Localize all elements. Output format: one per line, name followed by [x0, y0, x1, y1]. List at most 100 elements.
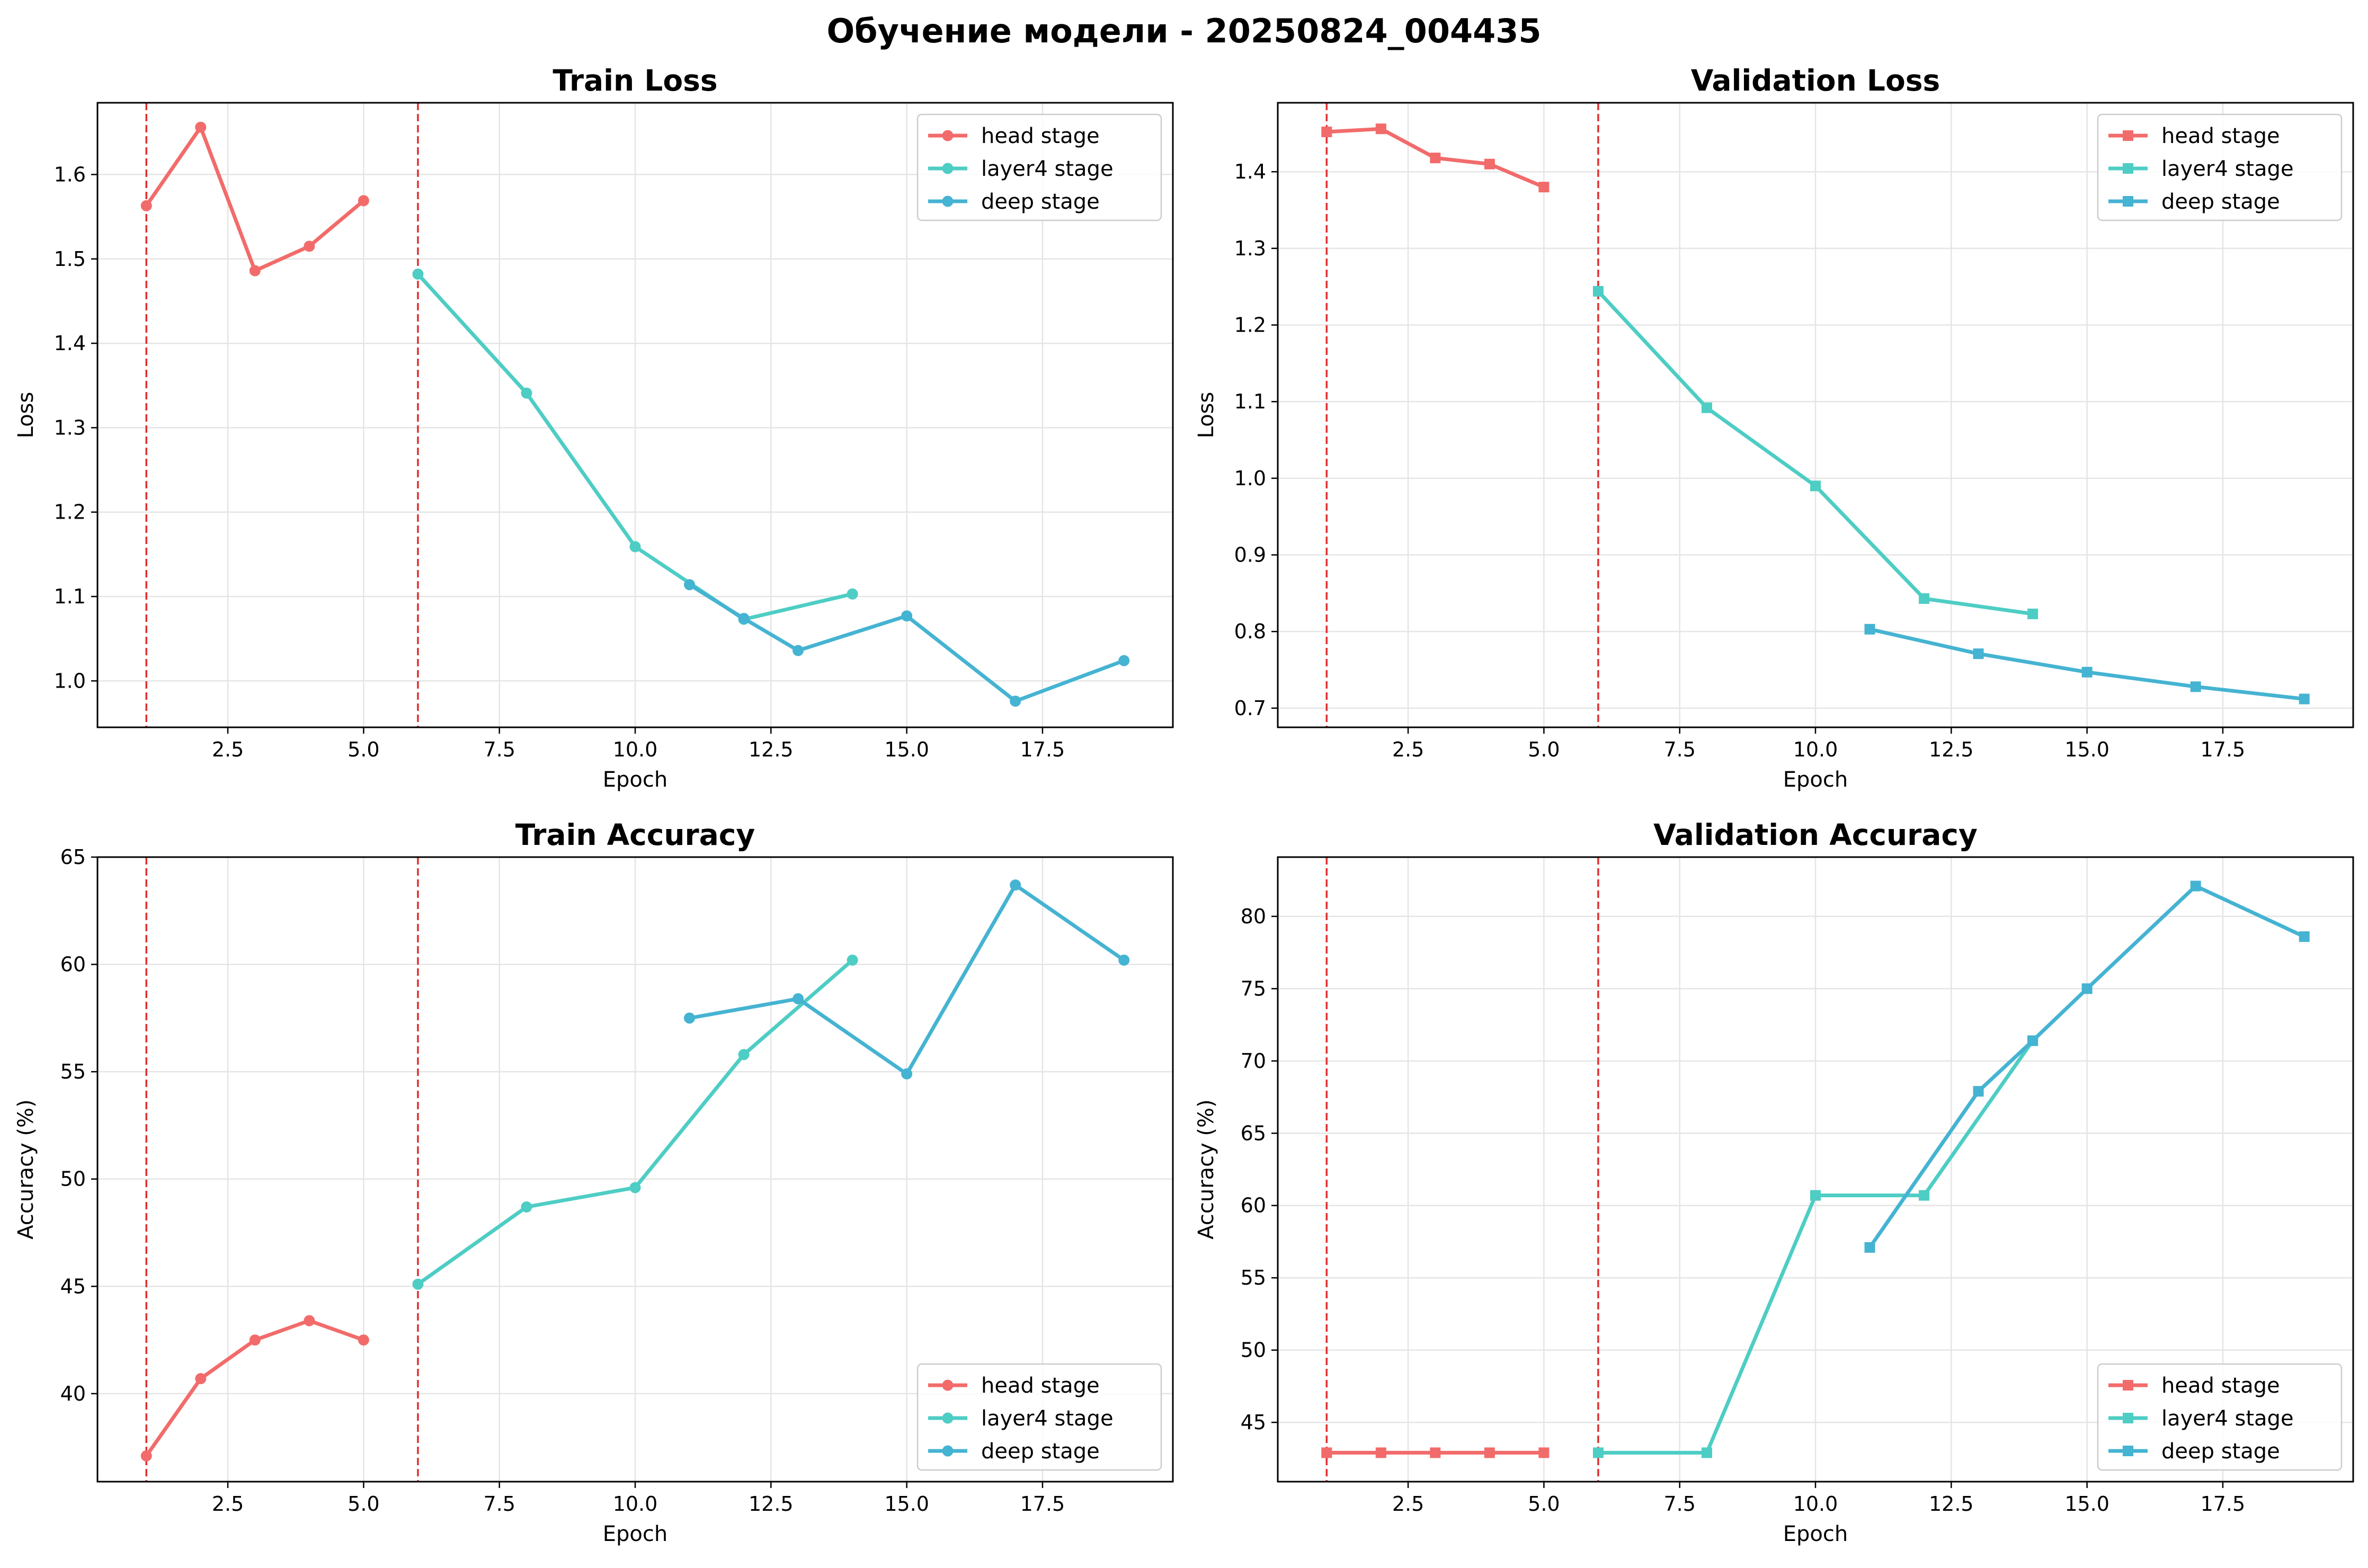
data-point-head-stage — [1375, 123, 1386, 135]
x-tick-label: 15.0 — [884, 738, 929, 761]
plot-title: Train Loss — [553, 64, 717, 97]
data-point-layer4-stage — [629, 1182, 641, 1193]
data-point-deep-stage — [793, 645, 804, 656]
y-tick-label: 0.7 — [1234, 697, 1266, 720]
x-tick-label: 2.5 — [212, 1492, 244, 1516]
series-line-head-stage — [144, 125, 366, 273]
legend-label-deep-stage: deep stage — [2161, 190, 2280, 214]
data-point-layer4-stage — [412, 268, 424, 280]
data-point-head-stage — [1484, 158, 1495, 170]
x-tick-label: 15.0 — [2064, 1492, 2109, 1516]
plot-title: Validation Loss — [1691, 64, 1940, 97]
y-tick-label: 65 — [1241, 1121, 1266, 1145]
data-point-deep-stage — [1010, 696, 1021, 707]
data-point-head-stage — [1375, 1447, 1386, 1458]
legend-marker-head-stage — [2123, 130, 2133, 141]
data-point-deep-stage — [1118, 655, 1130, 666]
x-tick-label: 5.0 — [348, 738, 379, 761]
y-tick-label: 1.4 — [54, 332, 86, 355]
y-tick-label: 60 — [60, 953, 86, 976]
data-point-deep-stage — [1864, 623, 1875, 635]
y-tick-label: 80 — [1241, 905, 1266, 928]
x-axis-label: Epoch — [603, 1522, 667, 1546]
data-point-layer4-stage — [847, 588, 858, 600]
series-line-deep-stage — [688, 583, 1126, 703]
x-tick-label: 7.5 — [483, 1492, 515, 1516]
x-tick-label: 10.0 — [1793, 1492, 1838, 1516]
data-point-head-stage — [358, 195, 369, 207]
y-tick-label: 1.5 — [54, 247, 86, 271]
data-point-layer4-stage — [629, 541, 641, 553]
data-point-head-stage — [195, 1373, 207, 1385]
y-tick-label: 50 — [60, 1168, 86, 1191]
data-point-layer4-stage — [1701, 402, 1712, 413]
x-tick-label: 5.0 — [1528, 738, 1560, 761]
x-tick-label: 15.0 — [884, 1492, 929, 1516]
x-tick-label: 17.5 — [1020, 1492, 1065, 1516]
y-tick-label: 1.2 — [1234, 314, 1266, 337]
data-point-deep-stage — [684, 1012, 696, 1024]
x-tick-label: 5.0 — [348, 1492, 379, 1516]
plot-title: Validation Accuracy — [1653, 818, 1978, 852]
x-tick-label: 10.0 — [613, 738, 658, 761]
y-tick-label: 45 — [60, 1275, 86, 1298]
y-axis-label: Loss — [14, 392, 38, 439]
x-tick-label: 12.5 — [1929, 1492, 1974, 1516]
y-tick-label: 1.4 — [1234, 160, 1266, 183]
data-point-deep-stage — [1864, 1242, 1875, 1253]
x-tick-label: 17.5 — [1020, 738, 1065, 761]
y-tick-label: 1.3 — [54, 416, 86, 439]
y-tick-label: 1.0 — [54, 669, 86, 692]
legend: head stage layer4 stage deep stage — [2097, 113, 2343, 221]
data-point-deep-stage — [1973, 1086, 1984, 1097]
plot-title: Train Accuracy — [515, 818, 755, 852]
data-point-layer4-stage — [847, 954, 858, 966]
data-point-layer4-stage — [1810, 480, 1821, 492]
y-tick-label: 55 — [1241, 1266, 1266, 1289]
legend-marker-head-stage — [942, 130, 954, 141]
legend-label-head-stage: head stage — [981, 1374, 1100, 1398]
legend-label-deep-stage: deep stage — [981, 1439, 1100, 1464]
legend-box — [916, 1363, 1162, 1471]
data-point-deep-stage — [2299, 693, 2310, 705]
x-tick-label: 15.0 — [2064, 738, 2109, 761]
series-line-deep-stage — [1868, 884, 2307, 1250]
x-axis-label: Epoch — [1783, 768, 1848, 792]
x-tick-label: 2.5 — [212, 738, 244, 761]
data-point-head-stage — [1321, 126, 1332, 137]
data-point-head-stage — [1484, 1447, 1495, 1458]
data-point-head-stage — [195, 121, 207, 133]
legend-box — [2097, 1363, 2343, 1471]
legend-label-layer4-stage: layer4 stage — [2161, 1406, 2294, 1431]
data-point-deep-stage — [2027, 1035, 2038, 1046]
data-point-deep-stage — [2081, 983, 2093, 994]
data-point-deep-stage — [2190, 681, 2201, 692]
data-point-deep-stage — [738, 612, 750, 624]
legend-label-head-stage: head stage — [2161, 1374, 2280, 1398]
data-point-layer4-stage — [2027, 608, 2038, 619]
data-point-layer4-stage — [412, 1278, 424, 1290]
y-axis-label: Accuracy (%) — [14, 1099, 38, 1240]
data-point-layer4-stage — [1701, 1447, 1712, 1458]
legend-marker-layer4-stage — [2123, 163, 2133, 174]
x-tick-label: 12.5 — [1929, 738, 1974, 761]
data-point-deep-stage — [793, 993, 804, 1004]
x-tick-label: 12.5 — [749, 1492, 794, 1516]
legend-marker-deep-stage — [2123, 1446, 2133, 1456]
x-tick-label: 5.0 — [1528, 1492, 1560, 1516]
train-loss-plot: 2.5 5.0 7.5 10.0 12.5 15.0 17.5 1.0 1.1 1.2 1.3 1.4… — [14, 64, 1174, 792]
train-accuracy-plot: 2.5 5.0 7.5 10.0 12.5 15.0 17.5 40 45 50 55 60 65 Tra… — [14, 818, 1174, 1546]
y-tick-label: 1.6 — [54, 163, 86, 186]
x-axis-label: Epoch — [603, 768, 667, 792]
data-point-head-stage — [1430, 1447, 1441, 1458]
data-point-deep-stage — [1118, 954, 1130, 966]
data-point-head-stage — [140, 200, 152, 211]
x-tick-label: 7.5 — [483, 738, 515, 761]
y-tick-label: 50 — [1241, 1339, 1266, 1362]
data-point-deep-stage — [2299, 931, 2310, 942]
y-axis-label: Accuracy (%) — [1194, 1099, 1218, 1240]
x-tick-label: 17.5 — [2201, 1492, 2246, 1516]
data-point-layer4-stage — [521, 387, 532, 399]
legend-marker-deep-stage — [942, 1445, 954, 1457]
data-point-deep-stage — [901, 610, 913, 622]
